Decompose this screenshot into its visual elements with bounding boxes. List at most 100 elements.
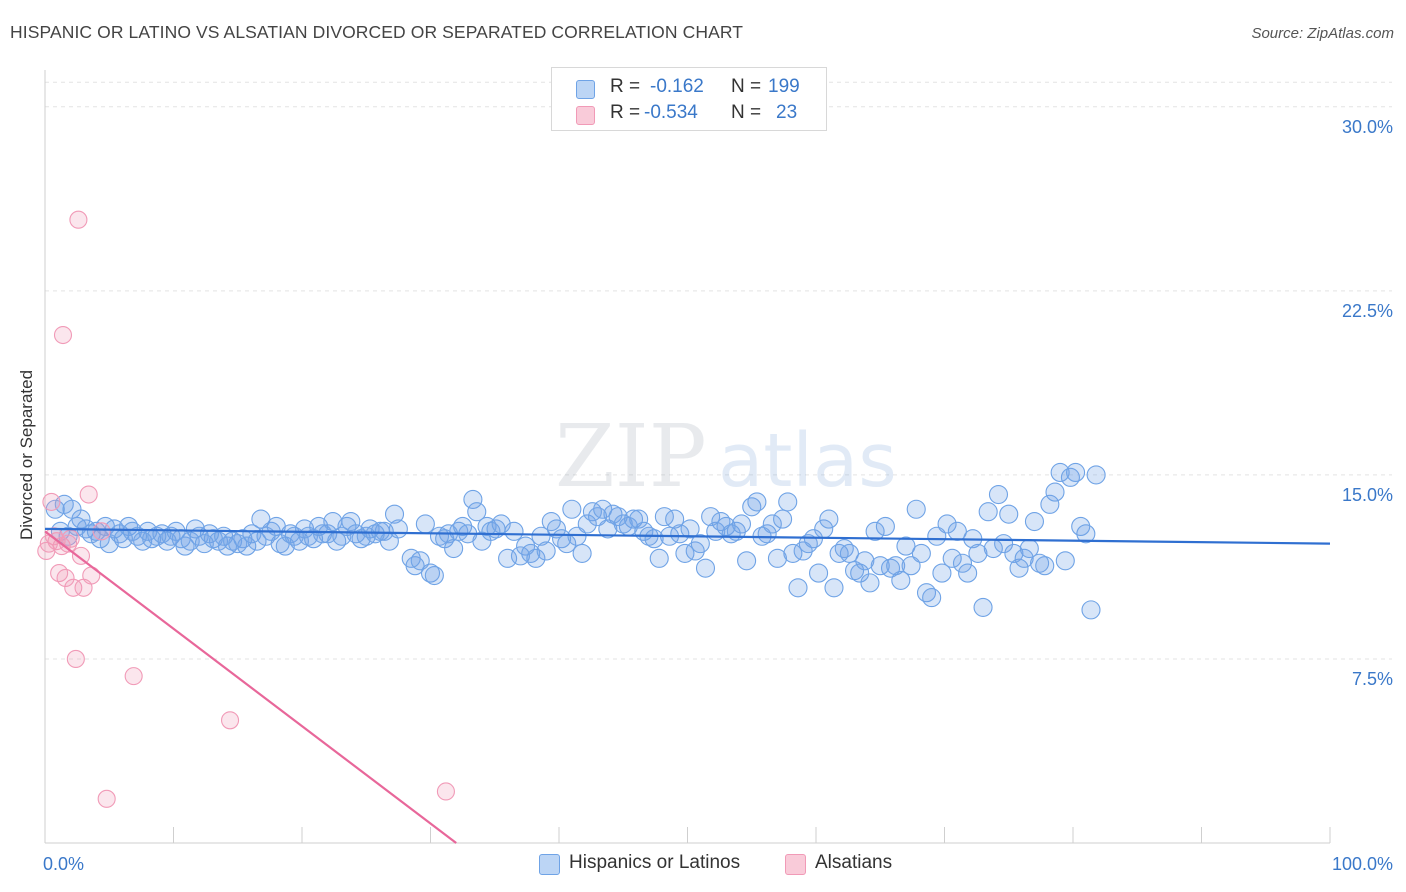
point-hispanic (824, 578, 844, 598)
point-hispanic (1050, 462, 1070, 483)
point-hispanic (665, 509, 685, 529)
point-hispanic (180, 531, 200, 551)
point-hispanic (593, 499, 613, 519)
point-hispanic (481, 521, 501, 541)
point-hispanic (251, 509, 271, 529)
point-alsatian (92, 522, 111, 541)
point-hispanic (71, 509, 91, 529)
point-hispanic (747, 492, 767, 512)
point-hispanic (304, 529, 324, 549)
point-hispanic (644, 529, 664, 549)
legend-r-value: -0.534 (644, 102, 698, 123)
point-hispanic (194, 534, 214, 554)
point-hispanic (567, 526, 587, 546)
point-hispanic (973, 597, 993, 617)
point-hispanic (875, 516, 895, 536)
point-hispanic (922, 588, 942, 608)
point-hispanic (1004, 543, 1024, 563)
point-hispanic (1055, 551, 1075, 571)
point-alsatian (61, 529, 80, 548)
point-hispanic (424, 565, 444, 586)
point-hispanic (695, 558, 716, 578)
bottom-legend-swatch-alsatian (785, 854, 806, 875)
x-tick-labels: 0.0% 100.0% (43, 854, 1393, 874)
point-hispanic (410, 551, 430, 571)
point-hispanic (932, 563, 952, 583)
point-hispanic (1030, 553, 1050, 573)
y-axis-label: Divorced or Separated (17, 370, 36, 540)
point-hispanic (1045, 482, 1065, 502)
point-hispanic (952, 553, 973, 573)
point-hispanic (526, 548, 546, 568)
bottom-legend-label-hispanic: Hispanics or Latinos (569, 852, 741, 873)
point-hispanic (839, 543, 859, 563)
point-alsatian (79, 485, 98, 504)
point-hispanic (623, 509, 644, 529)
y-tick-label: 22.5% (1342, 301, 1393, 321)
grid-lines (45, 81, 1392, 660)
point-hispanic (341, 511, 361, 532)
point-hispanic (978, 502, 998, 522)
point-hispanic (531, 526, 551, 546)
point-hispanic (809, 563, 829, 583)
point-hispanic (844, 561, 865, 581)
point-alsatian (64, 578, 83, 597)
point-alsatian (56, 568, 75, 588)
point-alsatian (71, 546, 91, 565)
trend-lines (44, 527, 1331, 844)
point-hispanic (444, 538, 464, 559)
point-hispanic (767, 548, 788, 568)
point-hispanic (701, 507, 721, 527)
point-hispanic (1024, 511, 1044, 532)
point-hispanic (891, 570, 911, 590)
point-alsatian (97, 789, 116, 808)
point-hispanic (562, 499, 582, 519)
point-hispanic (1081, 600, 1101, 620)
point-hispanic (762, 514, 782, 534)
point-hispanic (536, 541, 556, 561)
point-hispanic (850, 563, 870, 583)
point-hispanic (463, 489, 483, 509)
point-hispanic (778, 492, 798, 512)
point-hispanic (603, 504, 623, 524)
point-hispanic (999, 504, 1019, 524)
legend-swatch-hispanic (576, 80, 595, 99)
point-hispanic (1066, 462, 1086, 483)
point-hispanic (988, 484, 1009, 505)
data-points (37, 210, 1106, 808)
y-tick-label: 7.5% (1352, 669, 1393, 689)
point-alsatian (436, 782, 455, 801)
point-hispanic (1076, 524, 1096, 544)
point-hispanic (629, 509, 649, 529)
point-hispanic (906, 499, 926, 519)
point-hispanic (942, 548, 962, 568)
point-alsatian (69, 210, 88, 229)
point-hispanic (374, 521, 394, 541)
point-hispanic (572, 543, 592, 563)
point-hispanic (865, 521, 885, 541)
trend-line-hispanic (44, 527, 1331, 545)
point-hispanic (690, 534, 710, 554)
bottom-legend-label-alsatian: Alsatians (815, 852, 893, 873)
watermark: ZIP atlas (555, 407, 897, 507)
point-hispanic (901, 556, 921, 576)
point-hispanic (1009, 558, 1029, 578)
point-hispanic (237, 536, 257, 556)
point-hispanic (467, 502, 487, 522)
point-hispanic (147, 526, 167, 546)
legend-r-value: -0.162 (650, 76, 704, 97)
point-hispanic (896, 536, 916, 556)
point-alsatian (220, 711, 240, 730)
y-tick-label: 15.0% (1342, 485, 1393, 505)
legend-n-value: 23 (776, 102, 798, 123)
axes (44, 70, 1331, 844)
point-hispanic (721, 524, 741, 544)
x-tick-label: 0.0% (43, 854, 84, 874)
y-tick-labels: 7.5% 15.0% 22.5% 30.0% (1342, 117, 1393, 689)
point-hispanic (384, 504, 405, 524)
point-hispanic (1014, 548, 1034, 568)
point-alsatian (66, 649, 85, 669)
point-hispanic (613, 514, 633, 534)
point-alsatian (42, 492, 61, 511)
